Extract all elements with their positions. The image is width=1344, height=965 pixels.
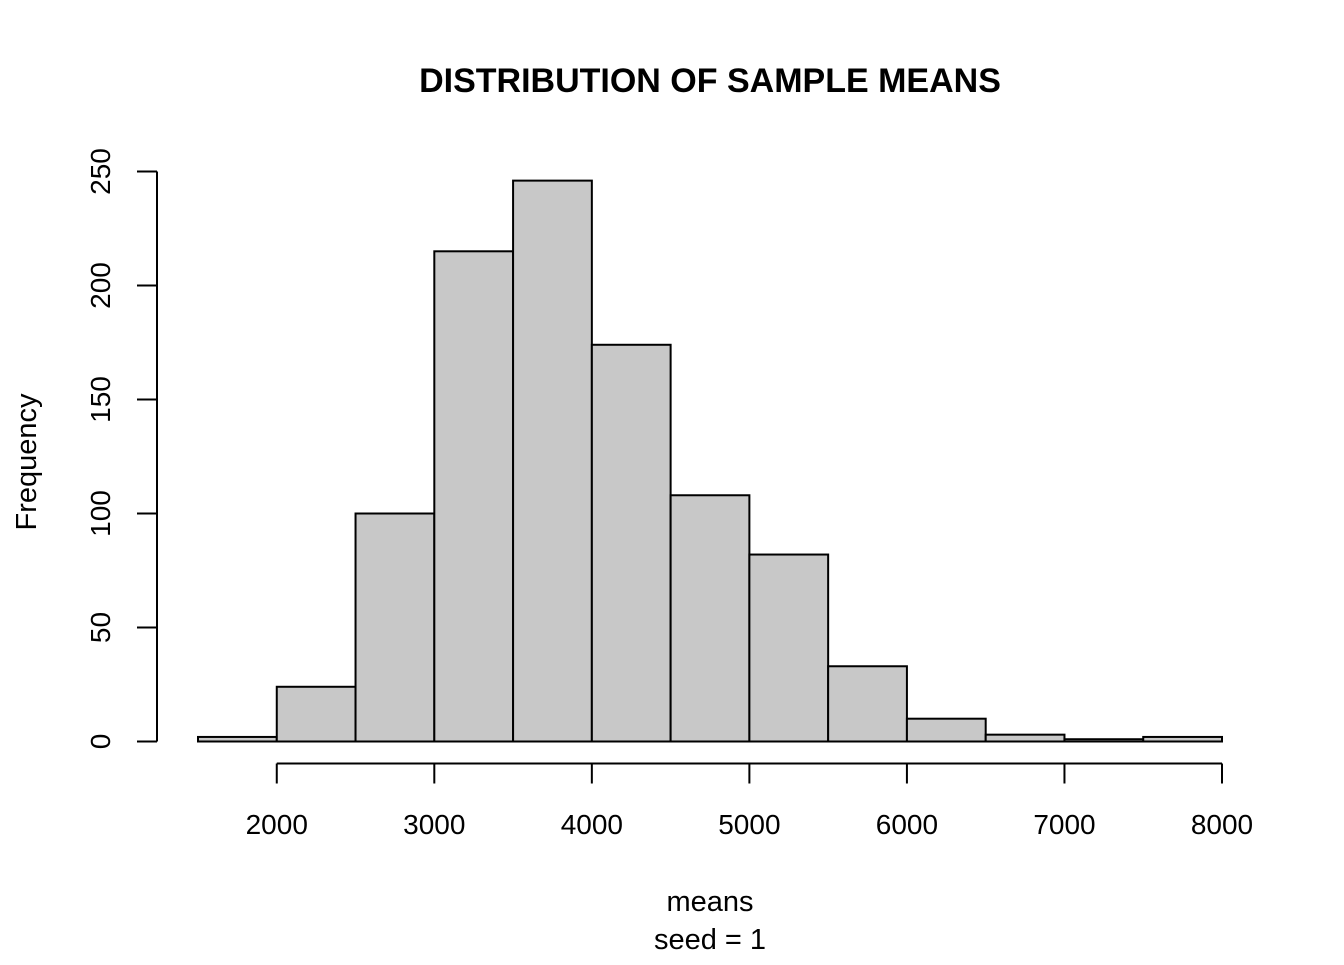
x-tick-label: 4000 bbox=[561, 809, 623, 840]
histogram-bar bbox=[905, 717, 987, 743]
x-axis: 2000 3000 4000 5000 6000 7000 8000 bbox=[246, 762, 1253, 840]
x-axis-sublabel: seed = 1 bbox=[654, 924, 766, 956]
x-tick-label: 5000 bbox=[718, 809, 780, 840]
histogram-bar bbox=[590, 343, 672, 743]
histogram-bar bbox=[354, 512, 436, 743]
x-tick-label: 6000 bbox=[876, 809, 938, 840]
histogram-bar bbox=[433, 250, 515, 743]
x-tick-label: 2000 bbox=[246, 809, 308, 840]
x-tick-label: 3000 bbox=[403, 809, 465, 840]
x-tick-label: 7000 bbox=[1033, 809, 1095, 840]
histogram-bar bbox=[1063, 738, 1145, 743]
y-tick-label: 250 bbox=[85, 148, 116, 195]
y-axis: 0 50 100 150 200 250 bbox=[85, 148, 158, 750]
histogram-bar bbox=[512, 179, 593, 743]
histogram-bar bbox=[275, 685, 357, 743]
y-tick-label: 0 bbox=[85, 734, 116, 750]
bars-group bbox=[197, 179, 1223, 743]
histogram-bar bbox=[748, 553, 830, 743]
x-axis-label: means bbox=[666, 886, 753, 918]
y-tick-label: 200 bbox=[85, 262, 116, 309]
x-tick-label: 8000 bbox=[1191, 809, 1253, 840]
histogram-bar bbox=[669, 494, 751, 743]
histogram-bar bbox=[827, 665, 908, 743]
histogram-bar bbox=[984, 733, 1066, 743]
y-tick-label: 100 bbox=[85, 490, 116, 537]
y-axis-label: Frequency bbox=[11, 393, 43, 531]
y-tick-label: 150 bbox=[85, 376, 116, 423]
chart-title: DISTRIBUTION OF SAMPLE MEANS bbox=[419, 62, 1001, 100]
histogram-bar bbox=[197, 735, 278, 743]
y-tick-label: 50 bbox=[85, 612, 116, 643]
histogram-bar bbox=[1142, 735, 1223, 743]
